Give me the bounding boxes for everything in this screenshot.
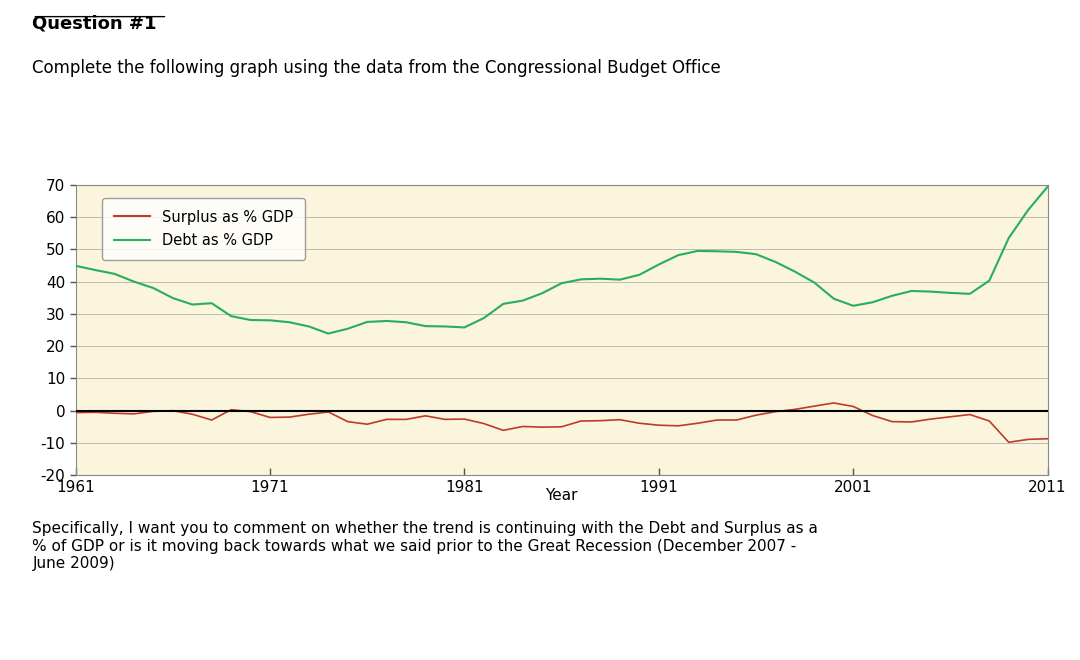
Text: Specifically, I want you to comment on whether the trend is continuing with the : Specifically, I want you to comment on w…	[32, 521, 819, 571]
Text: Complete the following graph using the data from the Congressional Budget Office: Complete the following graph using the d…	[32, 59, 721, 77]
Legend: Surplus as % GDP, Debt as % GDP: Surplus as % GDP, Debt as % GDP	[103, 198, 305, 260]
Text: Year: Year	[545, 488, 578, 502]
Text: Question #1: Question #1	[32, 15, 157, 33]
